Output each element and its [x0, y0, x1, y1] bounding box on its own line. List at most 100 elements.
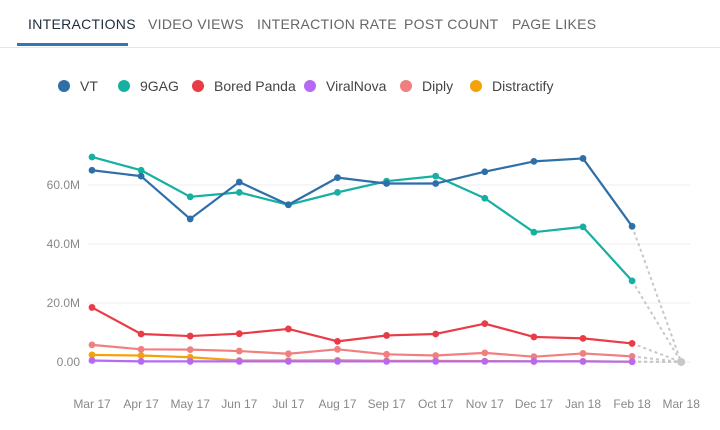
- data-point[interactable]: [432, 180, 440, 187]
- data-point[interactable]: [285, 358, 292, 365]
- data-point[interactable]: [186, 332, 194, 340]
- data-point[interactable]: [530, 353, 538, 361]
- data-point[interactable]: [334, 345, 341, 353]
- data-point[interactable]: [628, 277, 636, 285]
- data-point[interactable]: [383, 332, 390, 339]
- tab-post-count[interactable]: POST COUNT: [404, 16, 499, 32]
- data-point[interactable]: [579, 223, 587, 231]
- legend-label: Distractify: [492, 78, 554, 94]
- data-point[interactable]: [530, 358, 538, 365]
- projection-line: [631, 280, 683, 363]
- chart-legend: VT 9GAG Bored Panda ViralNova Diply Dist…: [0, 78, 720, 98]
- data-point[interactable]: [137, 166, 145, 174]
- data-point[interactable]: [235, 347, 243, 355]
- data-point[interactable]: [579, 335, 587, 342]
- data-point[interactable]: [579, 350, 587, 357]
- x-tick-label: Mar 17: [73, 397, 111, 411]
- active-tab-indicator: [17, 43, 128, 46]
- data-point[interactable]: [88, 153, 96, 161]
- data-point[interactable]: [530, 333, 538, 341]
- legend-item-diply[interactable]: Diply: [400, 78, 453, 94]
- data-point[interactable]: [334, 358, 341, 365]
- data-point[interactable]: [285, 325, 292, 333]
- data-point[interactable]: [88, 304, 96, 311]
- legend-label: 9GAG: [140, 78, 179, 94]
- legend-dot-icon: [58, 80, 70, 92]
- x-tick-label: Jun 17: [221, 397, 257, 411]
- y-tick-label: 20.0M: [47, 296, 80, 310]
- data-point[interactable]: [334, 174, 341, 182]
- data-point[interactable]: [481, 349, 489, 357]
- data-point[interactable]: [137, 330, 145, 338]
- series-line-9gag[interactable]: [90, 155, 634, 282]
- legend-label: ViralNova: [326, 78, 387, 94]
- legend-label: Diply: [422, 78, 454, 94]
- data-point[interactable]: [137, 352, 145, 359]
- data-point[interactable]: [186, 215, 194, 223]
- data-point[interactable]: [137, 358, 145, 365]
- series-line-diply[interactable]: [90, 343, 634, 358]
- data-point[interactable]: [235, 188, 243, 196]
- data-point[interactable]: [137, 345, 145, 353]
- legend-item-bored-panda[interactable]: Bored Panda: [192, 78, 296, 94]
- data-point[interactable]: [481, 358, 489, 365]
- data-point[interactable]: [481, 194, 489, 202]
- data-point[interactable]: [235, 178, 243, 186]
- data-point[interactable]: [137, 172, 145, 180]
- projection-line: [631, 342, 682, 363]
- data-point[interactable]: [186, 346, 194, 354]
- y-tick-label: 60.0M: [47, 178, 80, 192]
- data-point[interactable]: [383, 358, 390, 365]
- legend-dot-icon: [192, 80, 204, 92]
- x-tick-label: Mar 18: [663, 397, 701, 411]
- x-tick-label: Dec 17: [515, 397, 553, 411]
- data-point[interactable]: [235, 330, 243, 338]
- data-point[interactable]: [186, 358, 194, 365]
- data-point[interactable]: [628, 352, 636, 360]
- data-point[interactable]: [383, 350, 390, 358]
- data-point[interactable]: [628, 222, 636, 230]
- data-point[interactable]: [530, 228, 538, 236]
- y-tick-label: 40.0M: [47, 237, 80, 251]
- projection-end-point: [677, 358, 686, 366]
- x-tick-label: Jul 17: [272, 397, 304, 411]
- tab-interaction-rate[interactable]: INTERACTION RATE: [257, 16, 397, 32]
- data-point[interactable]: [235, 358, 243, 365]
- data-point[interactable]: [530, 158, 538, 165]
- tab-page-likes[interactable]: PAGE LIKES: [512, 16, 597, 32]
- tab-interactions[interactable]: INTERACTIONS: [28, 16, 136, 32]
- data-point[interactable]: [88, 357, 96, 364]
- data-point[interactable]: [432, 352, 440, 359]
- data-point[interactable]: [432, 330, 440, 338]
- metric-tabs: INTERACTIONS VIDEO VIEWS INTERACTION RAT…: [0, 0, 720, 48]
- data-point[interactable]: [88, 351, 96, 359]
- legend-item-9gag[interactable]: 9GAG: [118, 78, 179, 94]
- data-point[interactable]: [579, 155, 587, 162]
- y-axis-ticks: 0.00 20.0M 40.0M 60.0M: [47, 178, 81, 369]
- data-point[interactable]: [334, 188, 341, 196]
- data-point[interactable]: [186, 193, 194, 201]
- data-point[interactable]: [432, 358, 440, 365]
- data-point[interactable]: [285, 201, 292, 209]
- data-point[interactable]: [88, 166, 96, 174]
- tab-video-views[interactable]: VIDEO VIEWS: [148, 16, 244, 32]
- data-point[interactable]: [88, 341, 96, 349]
- data-point[interactable]: [334, 337, 341, 345]
- legend-item-viralnova[interactable]: ViralNova: [304, 78, 386, 94]
- data-point[interactable]: [481, 168, 489, 176]
- series-line-bored-panda[interactable]: [90, 306, 634, 345]
- data-point[interactable]: [628, 340, 636, 347]
- x-tick-label: Aug 17: [318, 397, 356, 411]
- x-tick-label: Oct 17: [418, 397, 454, 411]
- data-point[interactable]: [432, 172, 440, 180]
- data-point[interactable]: [481, 320, 489, 328]
- data-point[interactable]: [579, 358, 587, 365]
- legend-item-distractify[interactable]: Distractify: [470, 78, 553, 94]
- data-point[interactable]: [285, 350, 292, 358]
- data-point[interactable]: [628, 358, 636, 366]
- series-line-vt[interactable]: [90, 157, 634, 228]
- series-line-viralnova[interactable]: [90, 359, 634, 363]
- legend-item-vt[interactable]: VT: [58, 78, 98, 94]
- data-point[interactable]: [383, 180, 390, 187]
